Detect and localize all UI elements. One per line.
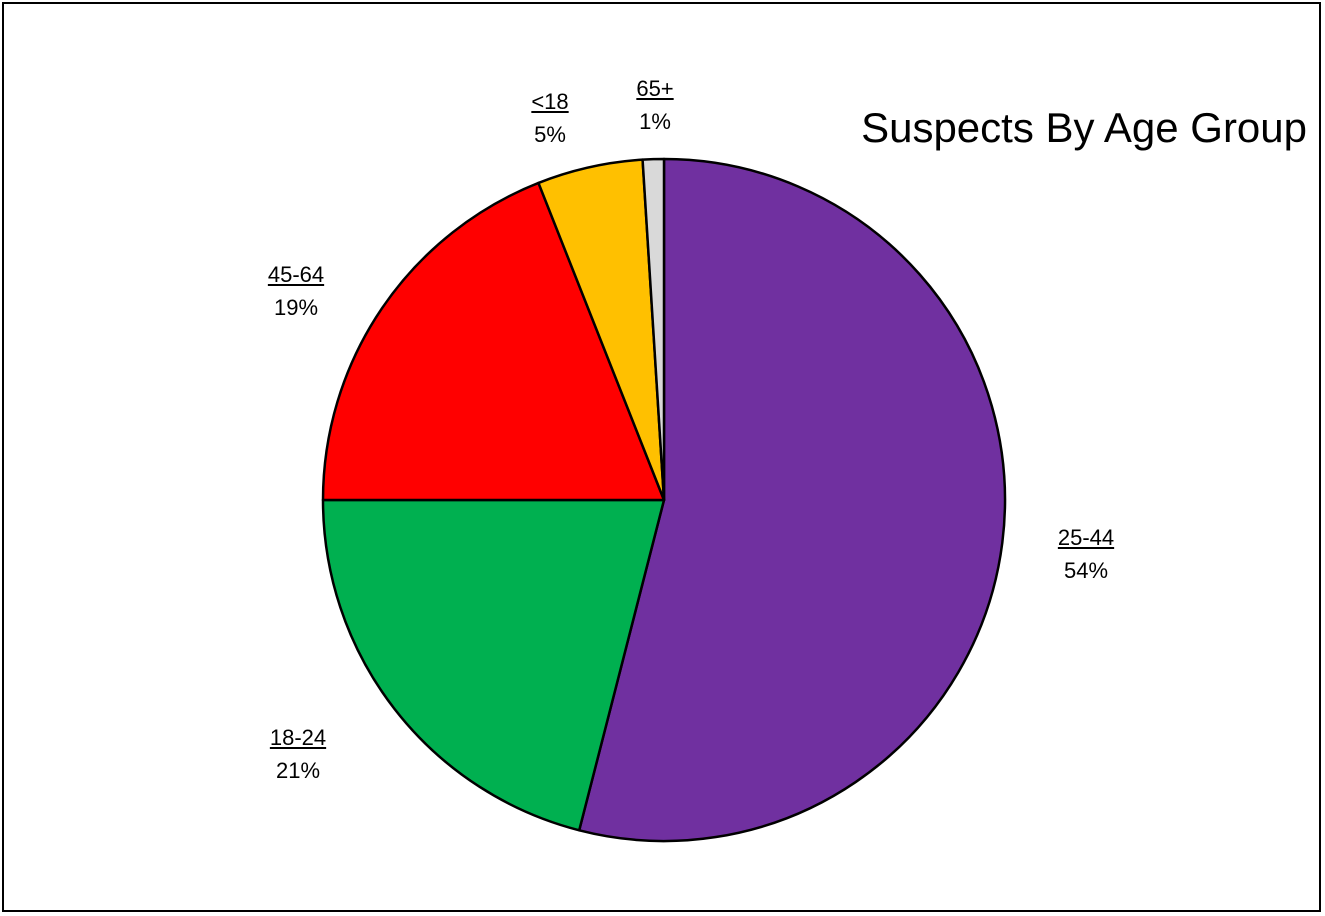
pie-slice-65 [641,157,666,502]
slice-category-label: 25-44 [1057,525,1115,550]
slice-label-18-24: 18-24 21% [270,721,326,787]
pie-slice-25-44 [577,157,1007,843]
slice-label-under-18: <18 5% [531,85,568,151]
slice-label-65-plus: 65+ 1% [636,72,673,138]
slice-value-label: 19% [273,295,319,320]
slice-value-label: 1% [639,109,671,134]
slice-value-label: 21% [275,758,321,783]
chart-title: Suspects By Age Group [861,104,1307,151]
slice-category-label: <18 [531,89,569,114]
slice-label-45-64: 45-64 19% [268,258,324,324]
pie-slice-45-64 [321,181,666,502]
slice-category-label: 45-64 [267,262,325,287]
slice-value-label: 5% [534,122,566,147]
pie-chart [321,157,1007,843]
slice-category-label: 65+ [636,76,674,101]
pie-slice-18-24 [321,498,666,832]
slice-category-label: 18-24 [269,725,327,750]
slice-label-25-44: 25-44 54% [1058,521,1114,587]
slice-value-label: 54% [1063,558,1109,583]
